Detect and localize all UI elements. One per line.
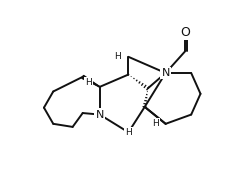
Text: H: H: [125, 128, 132, 137]
Text: N: N: [96, 110, 104, 120]
Text: H: H: [114, 52, 121, 61]
Polygon shape: [82, 75, 100, 87]
Text: N: N: [162, 68, 170, 78]
Text: H: H: [152, 119, 159, 128]
Text: H: H: [85, 78, 92, 87]
Text: O: O: [180, 26, 190, 39]
